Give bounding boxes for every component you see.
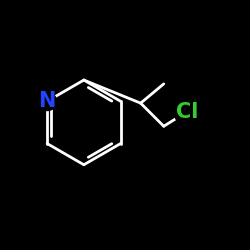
Text: Cl: Cl (176, 102, 198, 122)
Text: N: N (38, 91, 56, 111)
